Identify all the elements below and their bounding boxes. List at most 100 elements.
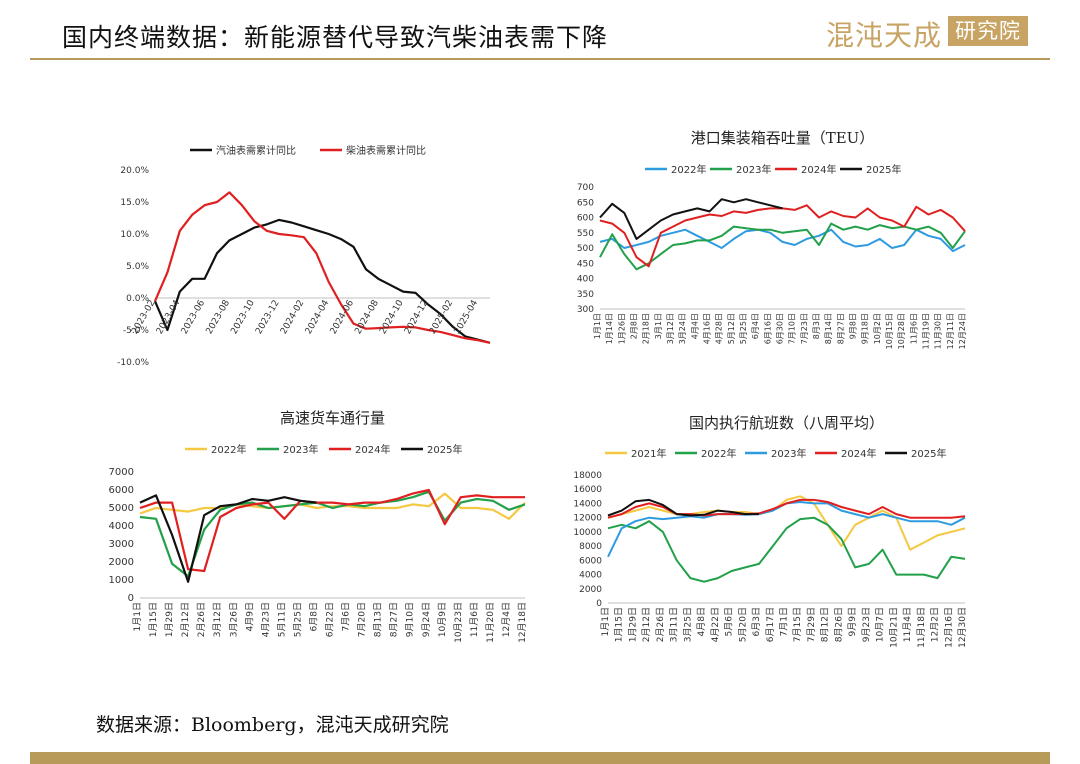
- y-tick-label: 600: [577, 214, 594, 224]
- x-tick-label: 9月8日: [849, 313, 858, 339]
- x-tick-label: 2月26日: [655, 607, 666, 642]
- legend-label: 2023年: [771, 447, 806, 460]
- y-tick-label: 450: [577, 259, 594, 269]
- y-tick-label: 7000: [109, 467, 134, 478]
- legend-label: 2024年: [841, 447, 876, 460]
- series-line-1: [153, 191, 491, 344]
- y-tick-label: 0: [596, 599, 602, 609]
- x-tick-label: 5月25日: [292, 602, 303, 637]
- header-divider: [30, 58, 1050, 60]
- x-tick-label: 12月4日: [501, 602, 512, 637]
- x-tick-label: 6月16日: [763, 313, 772, 344]
- x-tick-label: 11月20日: [485, 602, 496, 643]
- x-tick-label: 12月24日: [958, 313, 967, 349]
- x-tick-label: 1月14日: [605, 313, 614, 344]
- x-tick-label: 4月16日: [703, 313, 712, 344]
- x-tick-label: 3月1日: [654, 313, 663, 339]
- x-tick-label: 2023-08: [205, 298, 233, 336]
- x-tick-label: 12月18日: [517, 602, 528, 643]
- company-logo: 混沌天成 研究院: [826, 14, 1030, 52]
- logo-text-left: 混沌天成: [826, 19, 943, 52]
- x-tick-label: 10月21日: [888, 607, 899, 648]
- y-tick-label: -5.0%: [123, 326, 150, 336]
- x-tick-label: 3月26日: [228, 602, 239, 637]
- x-tick-label: 8月12日: [820, 607, 831, 642]
- y-tick-label: 550: [577, 229, 594, 239]
- x-tick-label: 1月1日: [132, 602, 143, 631]
- chart-title: 国内执行航班数（八周平均）: [689, 414, 884, 432]
- legend-label: 2025年: [427, 443, 462, 456]
- x-tick-label: 7月20日: [357, 602, 368, 637]
- x-tick-label: 12月2日: [930, 607, 941, 642]
- x-tick-label: 4月4日: [690, 313, 699, 339]
- page-title: 国内终端数据：新能源替代导致汽柴油表需下降: [62, 23, 609, 52]
- x-tick-label: 7月6日: [341, 602, 352, 631]
- chart-title: 港口集装箱吞吐量（TEU）: [691, 129, 875, 147]
- x-tick-label: 1月15日: [148, 602, 159, 637]
- x-tick-label: 6月30日: [776, 313, 785, 344]
- series-line-0: [139, 492, 526, 520]
- x-tick-label: 2024-10: [378, 298, 406, 336]
- x-tick-label: 1月1日: [593, 313, 602, 339]
- series-line-1: [607, 516, 966, 583]
- series-line-4: [607, 498, 759, 517]
- x-tick-label: 2024-08: [353, 298, 381, 336]
- x-tick-label: 12月16日: [943, 607, 954, 648]
- x-tick-label: 5月25日: [739, 313, 748, 344]
- y-tick-label: 10.0%: [120, 230, 149, 240]
- x-tick-label: 2月8日: [630, 313, 639, 339]
- x-tick-label: 2023-12: [254, 299, 281, 337]
- x-tick-label: 8月13日: [373, 602, 384, 637]
- y-tick-label: 300: [577, 305, 594, 315]
- y-tick-label: 4000: [109, 521, 134, 532]
- legend-label: 2025年: [866, 163, 901, 176]
- x-tick-label: 8月27日: [836, 313, 845, 344]
- x-tick-label: 5月12日: [727, 313, 736, 344]
- logo-text-right: 研究院: [948, 16, 1028, 46]
- x-tick-label: 2023-10: [229, 298, 257, 336]
- series-line-1: [599, 222, 966, 271]
- y-tick-label: 400: [577, 275, 594, 285]
- x-tick-label: 6月22日: [325, 602, 336, 637]
- x-tick-label: 4月28日: [715, 313, 724, 344]
- series-line-3: [599, 198, 783, 240]
- x-tick-label: 6月17日: [765, 607, 776, 642]
- x-tick-label: 11月4日: [902, 607, 913, 642]
- x-tick-label: 8月3日: [812, 313, 821, 339]
- x-tick-label: 4月8日: [696, 607, 707, 636]
- x-tick-label: 1月29日: [164, 602, 175, 637]
- x-tick-label: 10月7日: [875, 607, 886, 642]
- x-tick-label: 11月6日: [469, 602, 480, 637]
- y-tick-label: 6000: [109, 485, 134, 496]
- x-tick-label: 5月6日: [724, 607, 735, 636]
- series-line-3: [139, 494, 317, 583]
- chart-port-container-throughput: 港口集装箱吞吐量（TEU） 2022年 2023年 2024年 2025年 300 350 4…: [577, 129, 967, 349]
- x-tick-label: 8月27日: [389, 602, 400, 637]
- x-tick-label: 2024-06: [329, 298, 357, 336]
- y-tick-label: 1000: [109, 575, 134, 586]
- x-tick-label: 2024-04: [304, 298, 332, 336]
- x-tick-label: 1月15日: [614, 607, 625, 642]
- x-tick-label: 10月23日: [453, 602, 464, 643]
- x-tick-label: 9月10日: [405, 602, 416, 637]
- x-tick-label: 9月23日: [861, 607, 872, 642]
- series-line-0: [599, 228, 966, 253]
- x-tick-label: 2025-02: [428, 299, 455, 337]
- legend-label: 汽油表需累计同比: [216, 144, 296, 157]
- legend-label: 2023年: [283, 443, 318, 456]
- x-tick-label: 9月24日: [421, 602, 432, 637]
- x-tick-label: 6月8日: [308, 602, 319, 631]
- legend-label: 2021年: [631, 447, 666, 460]
- y-tick-label: 4000: [579, 571, 602, 581]
- y-tick-label: 0.0%: [126, 294, 149, 304]
- x-tick-label: 2024-02: [279, 299, 306, 337]
- series-line-0: [607, 495, 966, 551]
- series-line-2: [139, 488, 525, 573]
- legend-label: 2023年: [736, 163, 771, 176]
- x-tick-label: 8月14日: [824, 313, 833, 344]
- x-tick-label: 1月29日: [627, 607, 638, 642]
- x-tick-label: 4月9日: [244, 602, 255, 631]
- x-tick-label: 11月30日: [934, 313, 943, 349]
- legend-label: 2024年: [801, 163, 836, 176]
- series-line-1: [139, 490, 526, 578]
